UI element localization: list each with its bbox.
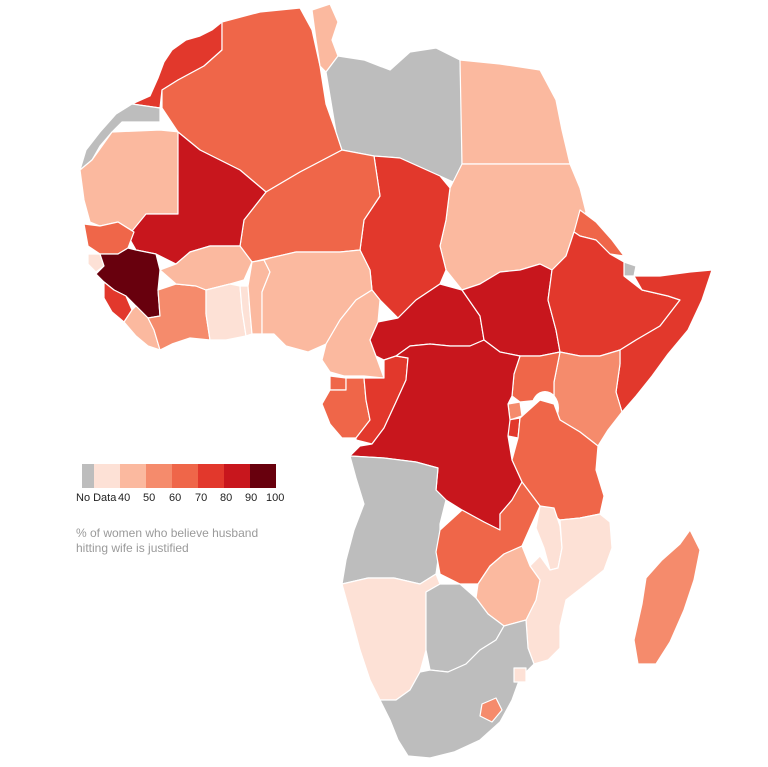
country-eswatini[interactable] bbox=[513, 667, 527, 683]
country-djibouti[interactable] bbox=[623, 261, 637, 277]
country-south-africa[interactable] bbox=[379, 619, 535, 759]
country-angola[interactable] bbox=[341, 455, 447, 585]
map-legend bbox=[82, 464, 276, 488]
country-guinea-bissau[interactable] bbox=[87, 253, 105, 273]
legend-no-data-label: No Data bbox=[76, 492, 117, 504]
legend-tick-50: 50 bbox=[143, 492, 156, 504]
legend-swatch-90-100 bbox=[250, 464, 276, 488]
legend-swatch-70-80 bbox=[198, 464, 224, 488]
legend-swatch-80-90 bbox=[224, 464, 250, 488]
legend-swatch-30-40 bbox=[94, 464, 120, 488]
legend-tick-40: 40 bbox=[118, 492, 131, 504]
legend-swatch-40-50 bbox=[120, 464, 146, 488]
legend-tick-80: 80 bbox=[220, 492, 233, 504]
legend-tick-70: 70 bbox=[195, 492, 208, 504]
legend-tick-90: 90 bbox=[245, 492, 258, 504]
country-western-sahara[interactable] bbox=[79, 103, 161, 171]
legend-swatch-60-70 bbox=[172, 464, 198, 488]
country-egypt[interactable] bbox=[459, 59, 571, 165]
legend-tick-100: 100 bbox=[266, 492, 285, 504]
map-caption-line-2: hitting wife is justified bbox=[76, 541, 189, 555]
country-mozambique[interactable] bbox=[525, 513, 613, 665]
country-madagascar[interactable] bbox=[633, 529, 701, 665]
country-zambia[interactable] bbox=[435, 481, 541, 585]
map-caption-line-1: % of women who believe husband bbox=[76, 526, 259, 540]
country-lesotho[interactable] bbox=[479, 697, 503, 723]
legend-swatch-50-60 bbox=[146, 464, 172, 488]
country-burkina-faso[interactable] bbox=[159, 245, 253, 291]
map-caption: % of women who believe husband hitting w… bbox=[76, 526, 296, 556]
country-equatorial-guinea[interactable] bbox=[329, 375, 347, 391]
legend-tick-60: 60 bbox=[169, 492, 182, 504]
